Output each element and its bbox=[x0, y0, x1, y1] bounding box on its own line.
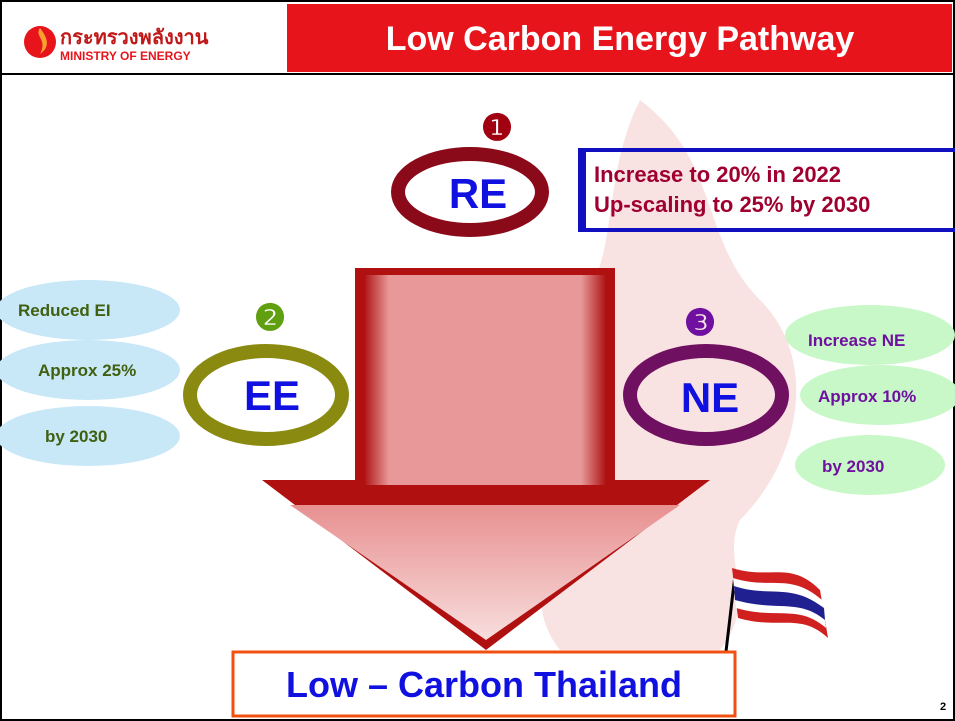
re-box-edge bbox=[578, 150, 586, 230]
logo-icon bbox=[24, 26, 56, 58]
re-line: Up-scaling to 25% by 2030 bbox=[594, 192, 870, 217]
ee-note: Reduced EI bbox=[18, 301, 111, 320]
ee-note: Approx 25% bbox=[38, 361, 136, 380]
ee-label: EE bbox=[244, 372, 300, 419]
ne-note: Increase NE bbox=[808, 331, 905, 350]
slide: กระทรวงพลังงาน MINISTRY OF ENERGY Low Ca… bbox=[0, 0, 955, 721]
number-1: ❶ bbox=[481, 107, 513, 148]
logo-thai: กระทรวงพลังงาน bbox=[60, 27, 209, 49]
page-number: 2 bbox=[940, 701, 946, 713]
re-label: RE bbox=[449, 170, 507, 217]
re-line: Increase to 20% in 2022 bbox=[594, 162, 841, 187]
title: Low Carbon Energy Pathway bbox=[386, 20, 855, 58]
thai-flag bbox=[725, 568, 828, 660]
slide-graphics: กระทรวงพลังงาน MINISTRY OF ENERGY Low Ca… bbox=[0, 0, 955, 721]
number-2: ❷ bbox=[254, 297, 286, 338]
arrow-stem bbox=[365, 275, 605, 485]
ne-note: by 2030 bbox=[822, 457, 884, 476]
goal: Low – Carbon Thailand bbox=[286, 664, 682, 705]
ee-note: by 2030 bbox=[45, 427, 107, 446]
number-3: ❸ bbox=[684, 302, 716, 343]
ne-note: Approx 10% bbox=[818, 387, 916, 406]
ne-label: NE bbox=[681, 374, 739, 421]
logo-english: MINISTRY OF ENERGY bbox=[60, 49, 191, 63]
